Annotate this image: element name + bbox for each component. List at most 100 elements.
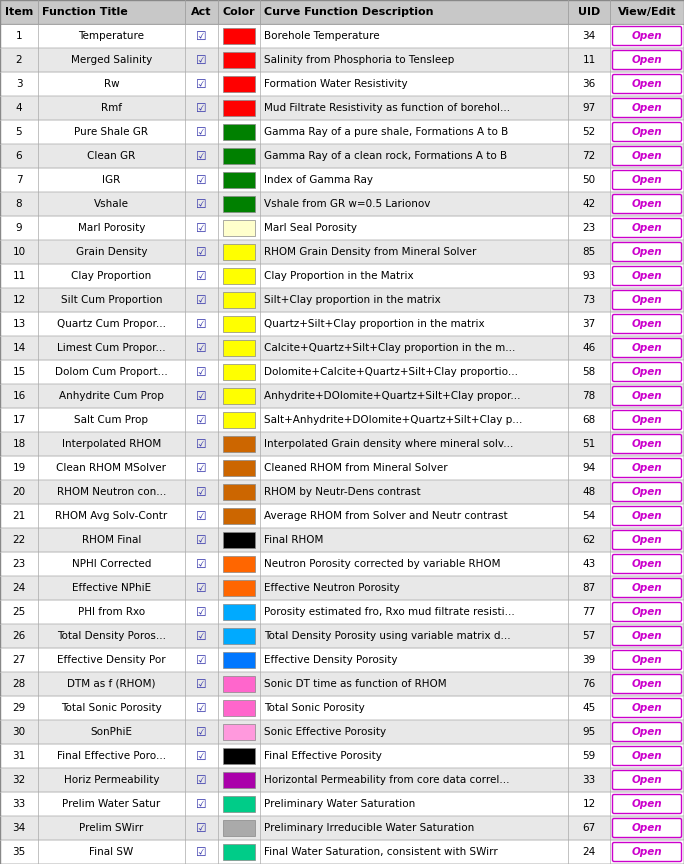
Text: ☑: ☑ xyxy=(196,606,207,619)
Text: 12: 12 xyxy=(582,799,596,809)
FancyBboxPatch shape xyxy=(612,290,681,309)
Text: UID: UID xyxy=(578,7,600,17)
Text: ☑: ☑ xyxy=(196,822,207,835)
Text: Neutron Porosity corrected by variable RHOM: Neutron Porosity corrected by variable R… xyxy=(264,559,501,569)
Text: Open: Open xyxy=(632,559,662,569)
Text: ☑: ☑ xyxy=(196,54,207,67)
Text: Open: Open xyxy=(632,511,662,521)
Text: 35: 35 xyxy=(12,847,25,857)
FancyBboxPatch shape xyxy=(612,339,681,358)
Text: 13: 13 xyxy=(12,319,25,329)
Text: 95: 95 xyxy=(582,727,596,737)
Text: Mud Filtrate Resistivity as function of borehol...: Mud Filtrate Resistivity as function of … xyxy=(264,103,510,113)
Text: Porosity estimated fro, Rxo mud filtrate resisti...: Porosity estimated fro, Rxo mud filtrate… xyxy=(264,607,515,617)
Text: 72: 72 xyxy=(582,151,596,161)
Text: Final Effective Poro...: Final Effective Poro... xyxy=(57,751,166,761)
Bar xyxy=(223,244,255,260)
FancyBboxPatch shape xyxy=(612,386,681,405)
Text: Silt Cum Proportion: Silt Cum Proportion xyxy=(61,295,162,305)
Text: 15: 15 xyxy=(12,367,25,377)
Text: Item: Item xyxy=(5,7,33,17)
Text: 73: 73 xyxy=(582,295,596,305)
Text: ☑: ☑ xyxy=(196,533,207,547)
FancyBboxPatch shape xyxy=(612,651,681,670)
Bar xyxy=(223,652,255,668)
Text: ☑: ☑ xyxy=(196,557,207,570)
Bar xyxy=(223,172,255,188)
Text: 77: 77 xyxy=(582,607,596,617)
Text: RHOM Grain Density from Mineral Solver: RHOM Grain Density from Mineral Solver xyxy=(264,247,476,257)
Text: 76: 76 xyxy=(582,679,596,689)
Text: Total Density Porosity using variable matrix d...: Total Density Porosity using variable ma… xyxy=(264,631,511,641)
Text: Marl Seal Porosity: Marl Seal Porosity xyxy=(264,223,357,233)
Text: ☑: ☑ xyxy=(196,125,207,138)
Text: Dolom Cum Proport...: Dolom Cum Proport... xyxy=(55,367,168,377)
Text: Marl Porosity: Marl Porosity xyxy=(78,223,145,233)
Text: 25: 25 xyxy=(12,607,25,617)
Text: Anhydrite Cum Prop: Anhydrite Cum Prop xyxy=(59,391,164,401)
FancyBboxPatch shape xyxy=(612,50,681,69)
Text: Open: Open xyxy=(632,847,662,857)
Text: Dolomite+Calcite+Quartz+Silt+Clay proportio...: Dolomite+Calcite+Quartz+Silt+Clay propor… xyxy=(264,367,518,377)
Text: Rmf: Rmf xyxy=(101,103,122,113)
Text: ☑: ☑ xyxy=(196,414,207,427)
Bar xyxy=(223,28,255,44)
Text: 34: 34 xyxy=(582,31,596,41)
Text: 7: 7 xyxy=(16,175,23,185)
Bar xyxy=(223,724,255,740)
Text: Open: Open xyxy=(632,799,662,809)
Text: RHOM Final: RHOM Final xyxy=(82,535,141,545)
Text: ☑: ☑ xyxy=(196,149,207,162)
Text: 51: 51 xyxy=(582,439,596,449)
Bar xyxy=(0,360,684,384)
Text: Interpolated Grain density where mineral solv...: Interpolated Grain density where mineral… xyxy=(264,439,514,449)
Text: Open: Open xyxy=(632,103,662,113)
Text: 62: 62 xyxy=(582,535,596,545)
FancyBboxPatch shape xyxy=(612,410,681,429)
Text: ☑: ☑ xyxy=(196,702,207,715)
Bar xyxy=(0,264,684,288)
Bar xyxy=(223,556,255,572)
Text: Open: Open xyxy=(632,127,662,137)
Text: 31: 31 xyxy=(12,751,25,761)
Bar xyxy=(223,580,255,596)
Text: Limest Cum Propor...: Limest Cum Propor... xyxy=(57,343,166,353)
FancyBboxPatch shape xyxy=(612,435,681,454)
Text: Interpolated RHOM: Interpolated RHOM xyxy=(62,439,161,449)
Text: 16: 16 xyxy=(12,391,25,401)
Text: 14: 14 xyxy=(12,343,25,353)
Text: 11: 11 xyxy=(12,271,25,281)
Text: Vshale from GR w=0.5 Larionov: Vshale from GR w=0.5 Larionov xyxy=(264,199,430,209)
Text: Open: Open xyxy=(632,415,662,425)
Text: 30: 30 xyxy=(12,727,25,737)
Text: Clay Proportion: Clay Proportion xyxy=(71,271,152,281)
Text: Salt+Anhydrite+DOlomite+Quartz+Silt+Clay p...: Salt+Anhydrite+DOlomite+Quartz+Silt+Clay… xyxy=(264,415,523,425)
FancyBboxPatch shape xyxy=(612,795,681,814)
Text: ☑: ☑ xyxy=(196,270,207,283)
Bar xyxy=(223,340,255,356)
Text: Open: Open xyxy=(632,535,662,545)
Text: Open: Open xyxy=(632,439,662,449)
Text: 8: 8 xyxy=(16,199,23,209)
Text: Open: Open xyxy=(632,487,662,497)
Bar xyxy=(0,840,684,864)
FancyBboxPatch shape xyxy=(612,722,681,741)
Text: ☑: ☑ xyxy=(196,317,207,331)
Text: ☑: ☑ xyxy=(196,78,207,91)
Text: Final Effective Porosity: Final Effective Porosity xyxy=(264,751,382,761)
Text: 59: 59 xyxy=(582,751,596,761)
Bar xyxy=(0,504,684,528)
Text: Open: Open xyxy=(632,367,662,377)
Text: Gamma Ray of a clean rock, Formations A to B: Gamma Ray of a clean rock, Formations A … xyxy=(264,151,507,161)
Text: 5: 5 xyxy=(16,127,23,137)
Text: Quartz Cum Propor...: Quartz Cum Propor... xyxy=(57,319,166,329)
FancyBboxPatch shape xyxy=(612,482,681,501)
Text: Merged Salinity: Merged Salinity xyxy=(71,55,152,65)
Text: Final Water Saturation, consistent with SWirr: Final Water Saturation, consistent with … xyxy=(264,847,498,857)
Text: 68: 68 xyxy=(582,415,596,425)
Text: 85: 85 xyxy=(582,247,596,257)
Text: Open: Open xyxy=(632,703,662,713)
Bar xyxy=(0,192,684,216)
Bar xyxy=(0,72,684,96)
Bar xyxy=(223,196,255,212)
